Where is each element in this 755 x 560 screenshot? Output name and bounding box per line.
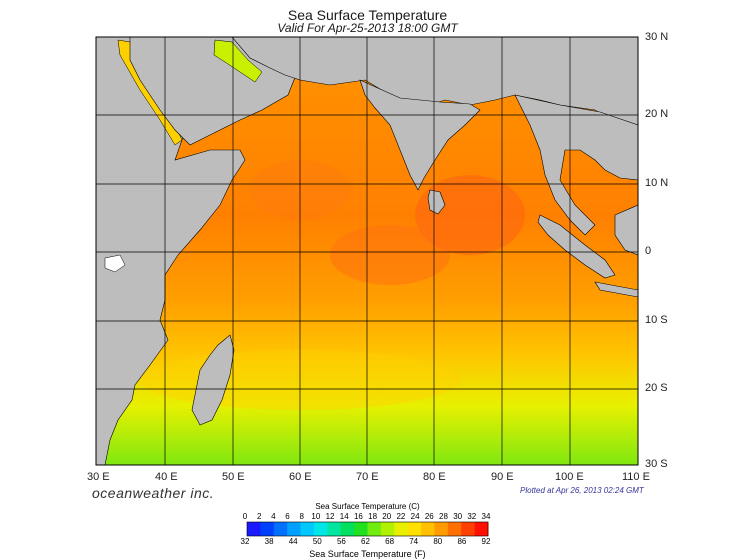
lat-label-10s: 10 S bbox=[645, 314, 668, 326]
celsius-tick-label: 10 bbox=[311, 512, 321, 521]
colorbar-title-celsius: Sea Surface Temperature (C) bbox=[315, 502, 420, 511]
celsius-tick-label: 30 bbox=[453, 512, 463, 521]
lake-victoria bbox=[104, 254, 126, 273]
lon-label-90e: 90 E bbox=[491, 471, 514, 483]
celsius-tick-label: 12 bbox=[325, 512, 335, 521]
fahrenheit-tick-label: 44 bbox=[288, 537, 298, 546]
colorbar-swatch bbox=[354, 522, 368, 536]
colorbar-swatch bbox=[273, 522, 288, 536]
colorbar-swatch bbox=[380, 522, 395, 536]
lon-label-100e: 100 E bbox=[555, 471, 584, 483]
celsius-tick-label: 6 bbox=[285, 512, 290, 521]
lon-label-80e: 80 E bbox=[423, 471, 446, 483]
lat-label-10n: 10 N bbox=[645, 177, 669, 189]
persian-gulf bbox=[213, 39, 263, 83]
celsius-tick-label: 16 bbox=[353, 512, 363, 521]
india-land bbox=[359, 79, 481, 191]
fahrenheit-tick-label: 68 bbox=[385, 537, 395, 546]
warm-pool-equatorial bbox=[330, 225, 450, 285]
celsius-tick-label: 2 bbox=[256, 512, 262, 521]
celsius-tick-label: 32 bbox=[467, 512, 477, 521]
lon-label-50e: 50 E bbox=[222, 471, 245, 483]
fahrenheit-tick-label: 92 bbox=[481, 537, 491, 546]
java-land bbox=[594, 281, 638, 298]
borneo-land bbox=[614, 204, 638, 256]
warm-pool-bay-of-bengal bbox=[415, 175, 525, 255]
celsius-tick-label: 8 bbox=[299, 512, 304, 521]
colorbar-swatch bbox=[434, 522, 449, 536]
fahrenheit-tick-label: 32 bbox=[240, 537, 250, 546]
lat-label-20n: 20 N bbox=[645, 108, 669, 120]
celsius-tick-label: 4 bbox=[271, 512, 276, 521]
celsius-tick-label: 34 bbox=[481, 512, 491, 521]
celsius-tick-label: 24 bbox=[410, 512, 420, 521]
lat-label-30n: 30 N bbox=[645, 31, 669, 43]
colorbar-swatch bbox=[367, 522, 382, 536]
colorbar-swatch bbox=[313, 522, 328, 536]
plotted-timestamp: Plotted at Apr 26, 2013 02:24 GMT bbox=[520, 486, 644, 495]
celsius-tick-label: 28 bbox=[439, 512, 448, 521]
lat-label-20s: 20 S bbox=[645, 382, 668, 394]
colorbar bbox=[247, 522, 489, 536]
colorbar-title-fahrenheit: Sea Surface Temperature (F) bbox=[309, 549, 426, 559]
colorbar-swatch bbox=[394, 522, 409, 536]
fahrenheit-tick-label: 50 bbox=[312, 537, 322, 546]
celsius-tick-label: 0 bbox=[242, 512, 248, 521]
fahrenheit-tick-label: 80 bbox=[433, 537, 443, 546]
valid-time: Valid For Apr-25-2013 18:00 GMT bbox=[277, 21, 458, 35]
lat-label-0: 0 bbox=[645, 245, 652, 257]
lon-label-60e: 60 E bbox=[289, 471, 312, 483]
colorbar-swatch bbox=[474, 522, 489, 536]
celsius-tick-label: 26 bbox=[424, 512, 434, 521]
celsius-tick-label: 18 bbox=[368, 512, 378, 521]
colorbar-swatch bbox=[340, 522, 355, 536]
lon-label-40e: 40 E bbox=[155, 471, 178, 483]
fahrenheit-tick-label: 38 bbox=[264, 537, 274, 546]
colorbar-swatch bbox=[287, 522, 301, 536]
colorbar-swatch bbox=[461, 522, 476, 536]
colorbar-swatch bbox=[327, 522, 342, 536]
fahrenheit-tick-label: 56 bbox=[336, 537, 346, 546]
celsius-tick-label: 14 bbox=[339, 512, 349, 521]
celsius-tick-label: 20 bbox=[382, 512, 392, 521]
celsius-tick-label: 22 bbox=[396, 512, 406, 521]
lon-label-30e: 30 E bbox=[87, 471, 110, 483]
colorbar-swatch bbox=[421, 522, 435, 536]
brand-logo-text: oceanweather inc. bbox=[92, 485, 215, 501]
sri-lanka-land bbox=[427, 189, 446, 215]
southeast-asia-land bbox=[514, 94, 638, 236]
lon-label-70e: 70 E bbox=[356, 471, 379, 483]
fahrenheit-tick-label: 62 bbox=[361, 537, 370, 546]
lat-label-30s: 30 S bbox=[645, 458, 668, 470]
sumatra-land bbox=[537, 214, 616, 279]
fahrenheit-tick-label: 74 bbox=[409, 537, 419, 546]
map-title: Sea Surface Temperature bbox=[287, 7, 448, 23]
lon-label-110e: 110 E bbox=[622, 471, 650, 483]
fahrenheit-tick-label: 86 bbox=[457, 537, 467, 546]
colorbar-swatch bbox=[300, 522, 315, 536]
colorbar-swatch bbox=[407, 522, 422, 536]
colorbar-swatch bbox=[247, 522, 261, 536]
colorbar-swatch bbox=[447, 522, 462, 536]
lat-lon-grid bbox=[96, 37, 638, 465]
colorbar-swatch bbox=[260, 522, 275, 536]
